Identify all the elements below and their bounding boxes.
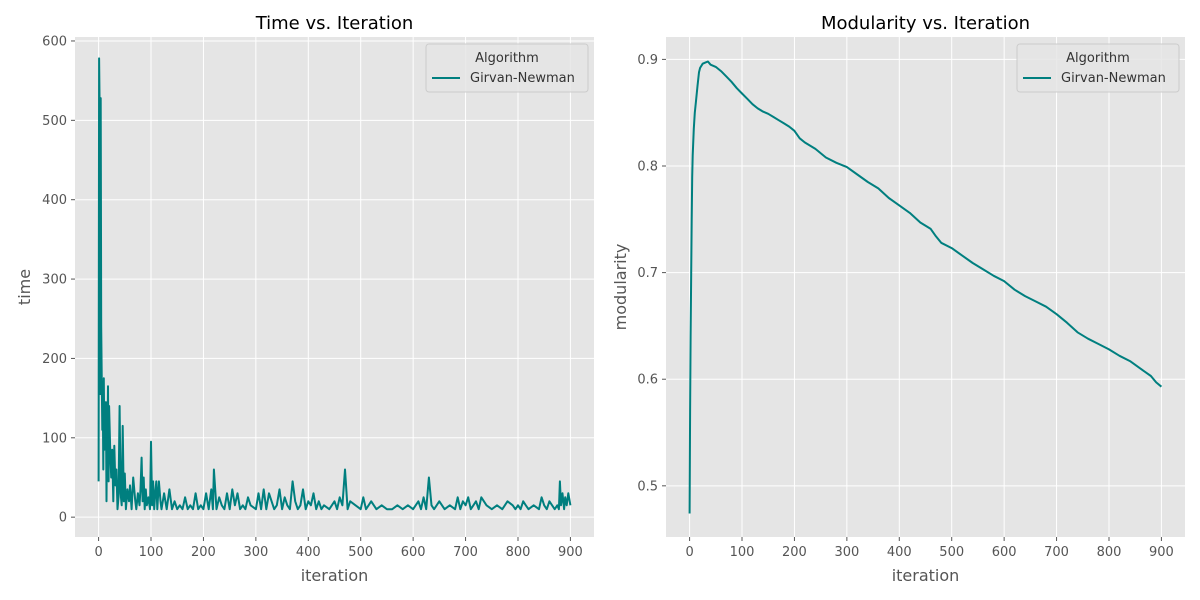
x-tick-label: 600: [401, 545, 426, 560]
y-tick-label: 400: [42, 193, 67, 208]
y-tick-label: 200: [42, 352, 67, 367]
x-tick-label: 700: [1044, 545, 1069, 560]
y-tick-label: 600: [42, 34, 67, 49]
chart-title: Modularity vs. Iteration: [821, 13, 1030, 34]
x-tick-label: 500: [939, 545, 964, 560]
x-tick-label: 100: [139, 545, 164, 560]
legend-box: [425, 43, 589, 93]
legend-entry-label: Girvan-Newman: [1061, 71, 1166, 86]
x-tick-label: 300: [834, 545, 859, 560]
y-tick-label: 0: [59, 511, 67, 526]
x-tick-label: 700: [453, 545, 478, 560]
legend-title: Algorithm: [475, 51, 539, 66]
y-tick-label: 0.5: [637, 479, 658, 494]
x-tick-label: 0: [94, 545, 102, 560]
y-tick-label: 0.9: [637, 53, 658, 68]
series-line-1: [97, 57, 572, 511]
chart-panel-1: 0 100 200 300 400 500 600 700 800 900 0 100 200 300 40…: [15, 13, 594, 585]
legend: Algorithm Girvan-Newman: [1016, 43, 1180, 93]
x-tick-label: 800: [1097, 545, 1122, 560]
y-tick-label: 0.6: [637, 373, 658, 388]
y-axis-label: modularity: [611, 244, 630, 331]
x-tick-label: 0: [685, 545, 693, 560]
x-tick-label: 600: [992, 545, 1017, 560]
chart-title: Time vs. Iteration: [255, 13, 414, 34]
series-line-1: [688, 60, 1163, 514]
x-tick-label: 200: [782, 545, 807, 560]
x-tick-label: 500: [348, 545, 373, 560]
legend-entry-label: Girvan-Newman: [470, 71, 575, 86]
y-tick-label: 0.8: [637, 159, 658, 174]
x-tick-label: 400: [887, 545, 912, 560]
plot-area: [75, 37, 594, 537]
x-tick-label: 900: [1149, 545, 1174, 560]
x-tick-label: 200: [191, 545, 216, 560]
legend-title: Algorithm: [1066, 51, 1130, 66]
x-tick-label: 800: [506, 545, 531, 560]
x-tick-label: 900: [558, 545, 583, 560]
plot-area: [666, 37, 1185, 537]
x-tick-label: 300: [243, 545, 268, 560]
y-tick-label: 300: [42, 273, 67, 288]
legend: Algorithm Girvan-Newman: [425, 43, 589, 93]
legend-box: [1016, 43, 1180, 93]
y-tick-label: 100: [42, 431, 67, 446]
y-tick-label: 500: [42, 114, 67, 129]
x-tick-label: 100: [730, 545, 755, 560]
y-tick-label: 0.7: [637, 266, 658, 281]
chart-panel-2: 0 100 200 300 400 500 600 700 800 900 0.5 0.6 0.7 0.8…: [611, 13, 1185, 585]
y-axis-label: time: [15, 269, 34, 305]
x-tick-label: 400: [296, 545, 321, 560]
x-axis-label: iteration: [301, 566, 369, 585]
x-axis-label: iteration: [892, 566, 960, 585]
